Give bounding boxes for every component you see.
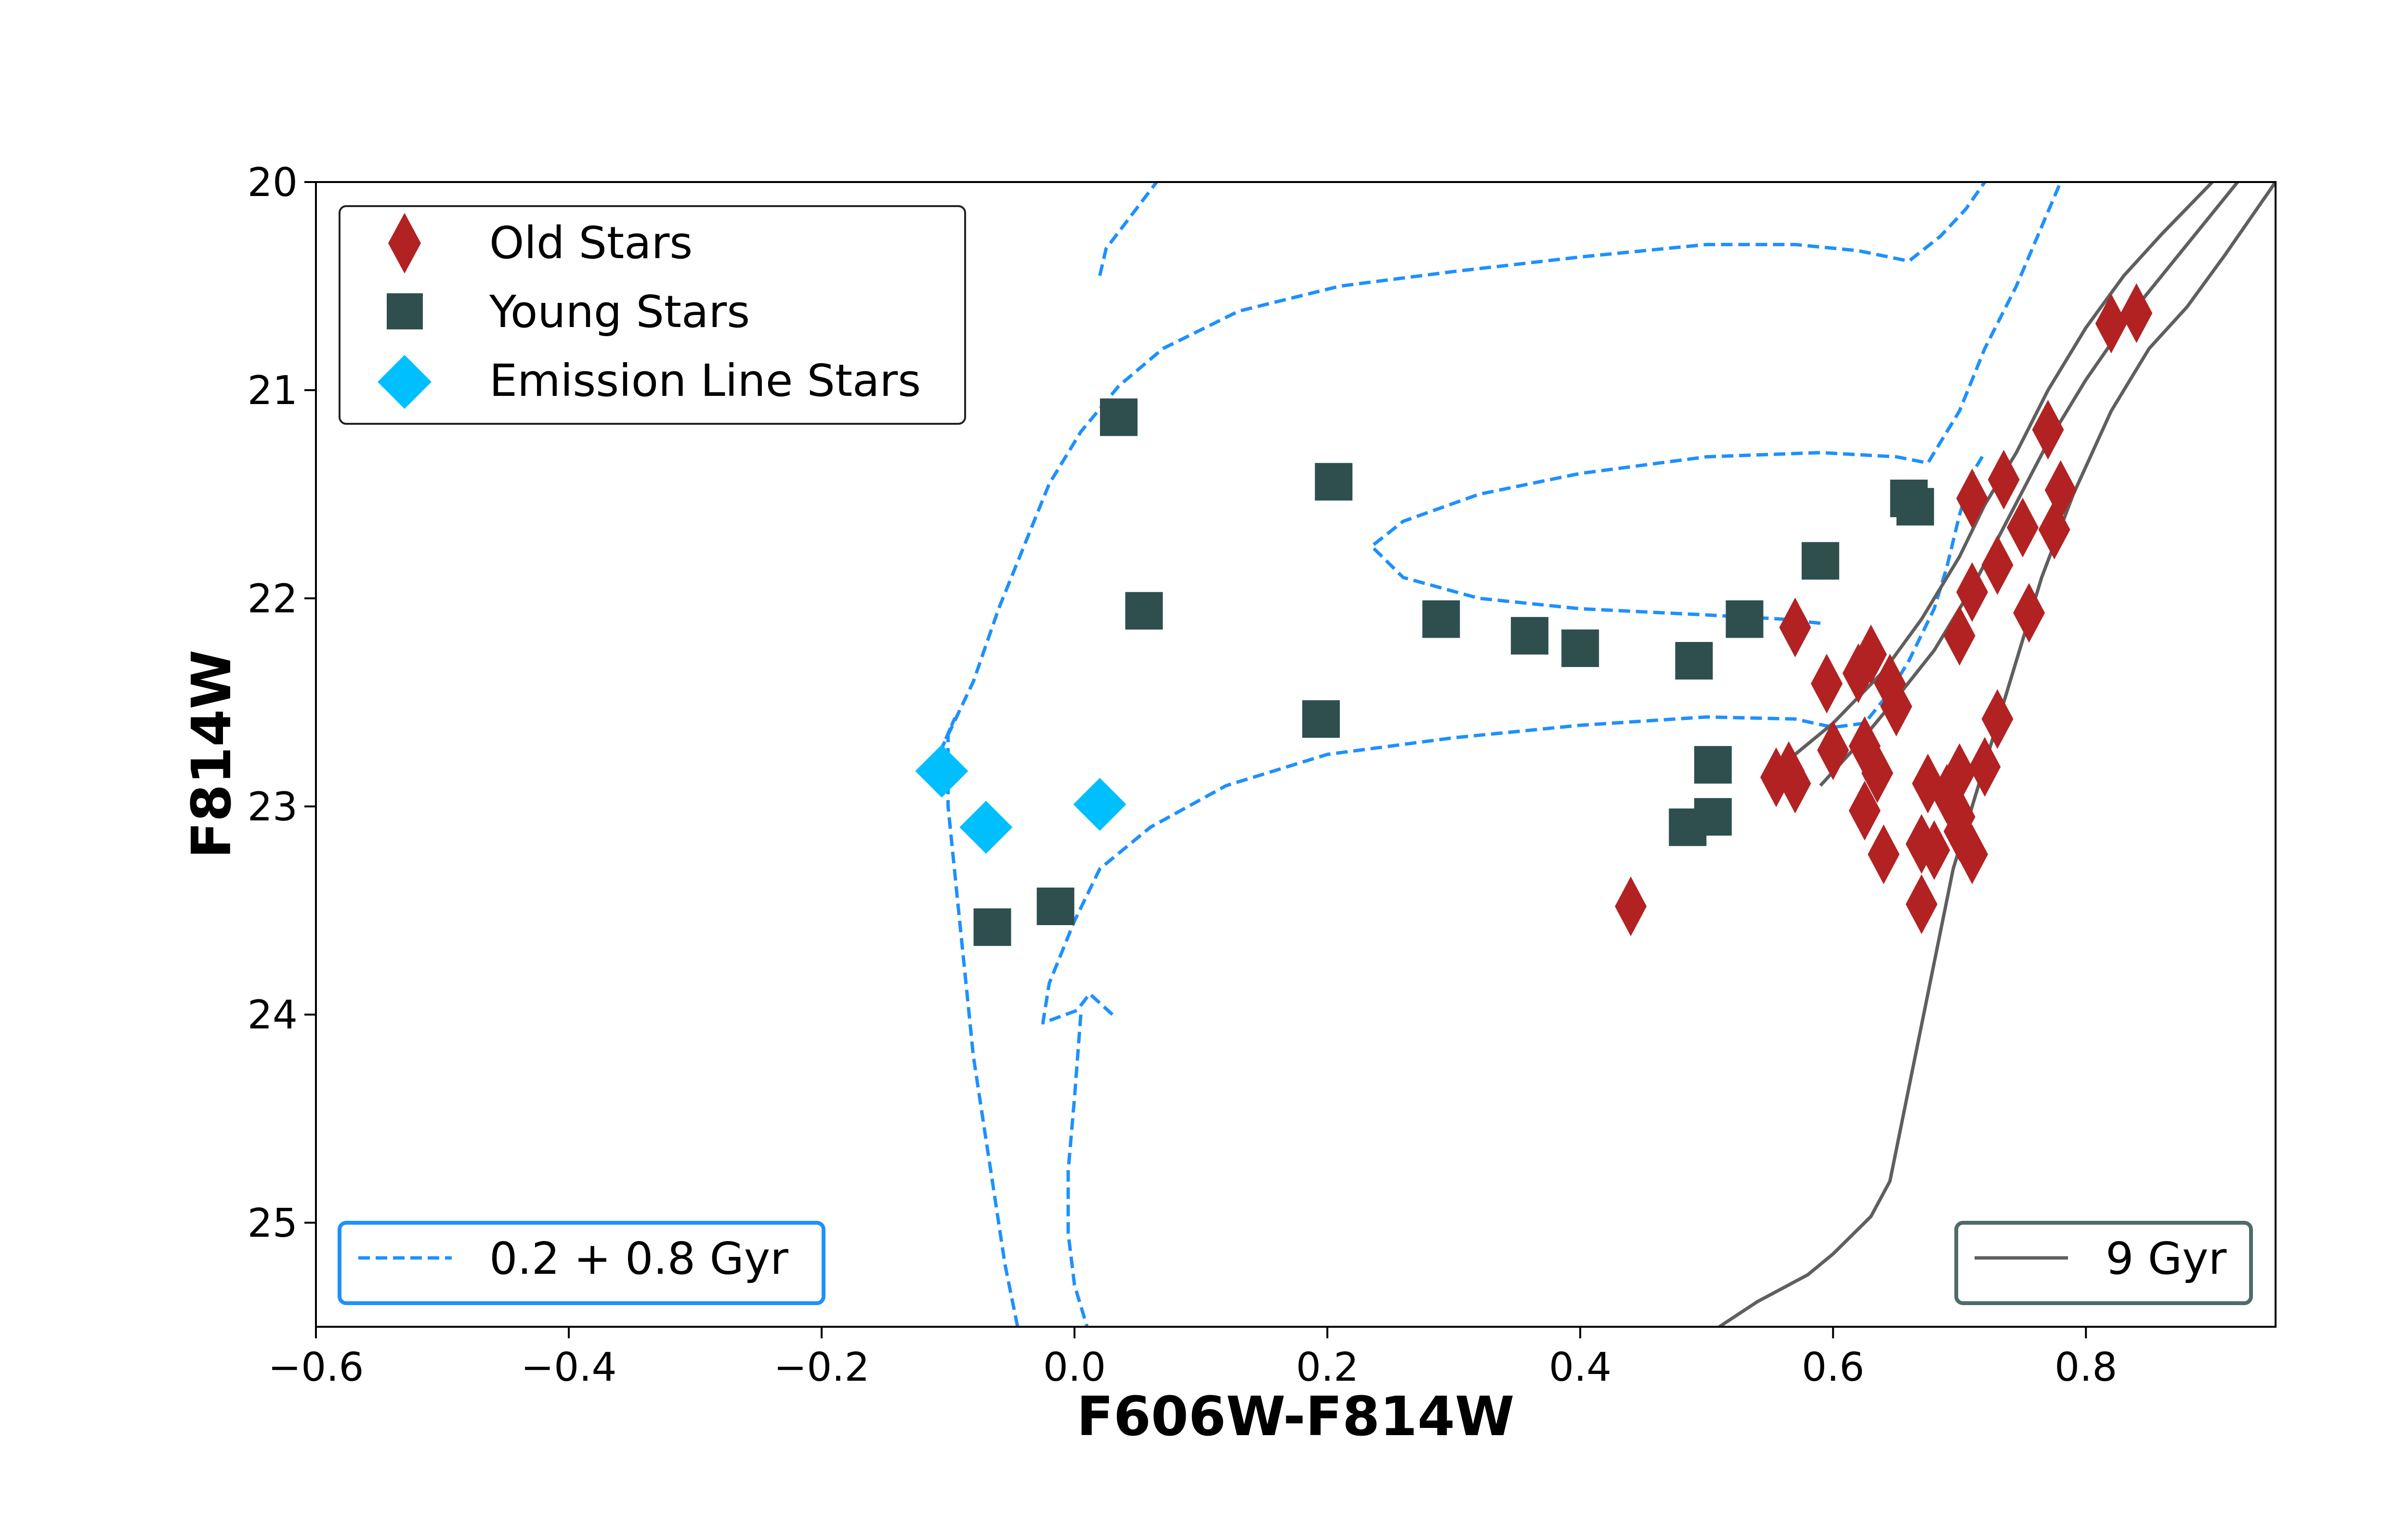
young-isochrone-line [1066, 1014, 1089, 1327]
young-star-point [1036, 887, 1074, 925]
old-isochrone-line [1819, 182, 2239, 787]
young-star-point [1726, 600, 1764, 638]
young-star-point [1675, 642, 1713, 680]
y-tick-label: 20 [248, 160, 298, 206]
emission-line-star-point [915, 745, 968, 798]
old-star-point [1956, 468, 1988, 528]
legend-young-stars-label: Young Stars [489, 286, 750, 338]
plot-frame [315, 181, 2277, 1328]
x-tick-label: 0.2 [1296, 1345, 1359, 1390]
y-tick-label: 24 [248, 993, 298, 1038]
x-tick-label: 0.6 [1802, 1345, 1864, 1390]
old-star-point [1842, 643, 1874, 703]
old-star-point [2044, 460, 2077, 520]
young-star-point [1315, 463, 1353, 501]
x-tick-label: 0.4 [1549, 1345, 1611, 1390]
young-star-point [1669, 808, 1707, 846]
old-star-point [1615, 876, 1647, 936]
young-star-point [1511, 617, 1549, 655]
young-star-point [1694, 746, 1732, 784]
young-star-point [1801, 542, 1839, 580]
young-star-point [1896, 488, 1934, 526]
young-star-point [1125, 592, 1163, 630]
x-axis-title: F606W-F814W [1076, 1386, 1514, 1448]
y-axis: 20 21 22 23 24 25 [248, 160, 316, 1246]
legend-markers: Old Stars Young Stars Emission Line Star… [339, 205, 966, 425]
old-star-point [1868, 824, 1900, 884]
old-star-point [2032, 400, 2064, 460]
x-tick-label: −0.6 [268, 1345, 364, 1390]
old-star-point [1779, 754, 1811, 814]
x-tick-label: 0.0 [1043, 1345, 1106, 1390]
y-tick-label: 22 [248, 576, 298, 622]
old-star-point [1918, 820, 1950, 880]
old-star-point [1981, 689, 2014, 749]
old-star-point [1969, 737, 2001, 797]
legend-emission-line-stars-marker [378, 355, 432, 409]
legend-emission-line-stars-label: Emission Line Stars [489, 355, 921, 406]
young-isochrone-line [1041, 451, 1987, 1025]
old-star-point [2095, 293, 2127, 353]
legend-old-stars-marker [388, 213, 421, 274]
old-star-point [1811, 654, 1843, 714]
legend-young-isochrone-label: 0.2 + 0.8 Gyr [489, 1233, 788, 1284]
old-star-point [2006, 497, 2039, 558]
isochrone-layer [940, 182, 2276, 1327]
legend-young-stars-marker [387, 293, 423, 329]
legend-young-isochrone-box [338, 1221, 825, 1305]
young-isochrone-line [1098, 182, 1158, 276]
old-star-point [1981, 535, 2014, 595]
young-star-point [1302, 700, 1340, 738]
young-star-point [1422, 600, 1460, 638]
legend-old-stars-label: Old Stars [489, 217, 693, 269]
old-star-point [1988, 450, 2020, 510]
y-axis-title: F814W [181, 650, 243, 859]
old-star-point [1880, 677, 1912, 737]
young-star-point [1561, 629, 1599, 667]
old-star-point [1956, 562, 1988, 622]
y-tick-label: 21 [248, 368, 298, 414]
x-tick-label: 0.8 [2055, 1345, 2117, 1390]
old-star-point [1943, 606, 1976, 666]
legend-old-isochrone-box [1954, 1221, 2253, 1305]
old-star-point [1817, 720, 1849, 780]
legend-young-isochrone: 0.2 + 0.8 Gyr [338, 1221, 825, 1305]
legend-old-isochrone-label: 9 Gyr [2106, 1233, 2227, 1284]
emission-line-star-point [1073, 778, 1126, 831]
old-star-point [2013, 583, 2045, 643]
young-isochrone-line [1370, 182, 2062, 625]
old-star-point [1861, 743, 1894, 803]
legend-old-isochrone: 9 Gyr [1954, 1221, 2253, 1305]
marker-layer [915, 283, 2153, 946]
old-star-point [2038, 499, 2070, 560]
x-tick-label: −0.2 [774, 1345, 870, 1390]
emission-line-star-point [959, 800, 1013, 854]
young-star-point [1099, 398, 1138, 436]
old-star-point [1956, 824, 1988, 884]
y-tick-label: 23 [248, 785, 298, 830]
x-axis: −0.6 −0.4 −0.2 0.0 0.2 0.4 0.6 0.8 [268, 1327, 2117, 1390]
old-star-point [1779, 597, 1811, 657]
old-star-point [1905, 874, 1937, 934]
young-star-point [973, 908, 1011, 946]
x-tick-label: −0.4 [521, 1345, 616, 1390]
old-star-point [2120, 283, 2153, 343]
old-star-point [1848, 781, 1881, 841]
y-tick-label: 25 [248, 1201, 298, 1246]
legend-markers-box [339, 205, 966, 425]
old-isochrone-line [1718, 182, 2276, 1327]
